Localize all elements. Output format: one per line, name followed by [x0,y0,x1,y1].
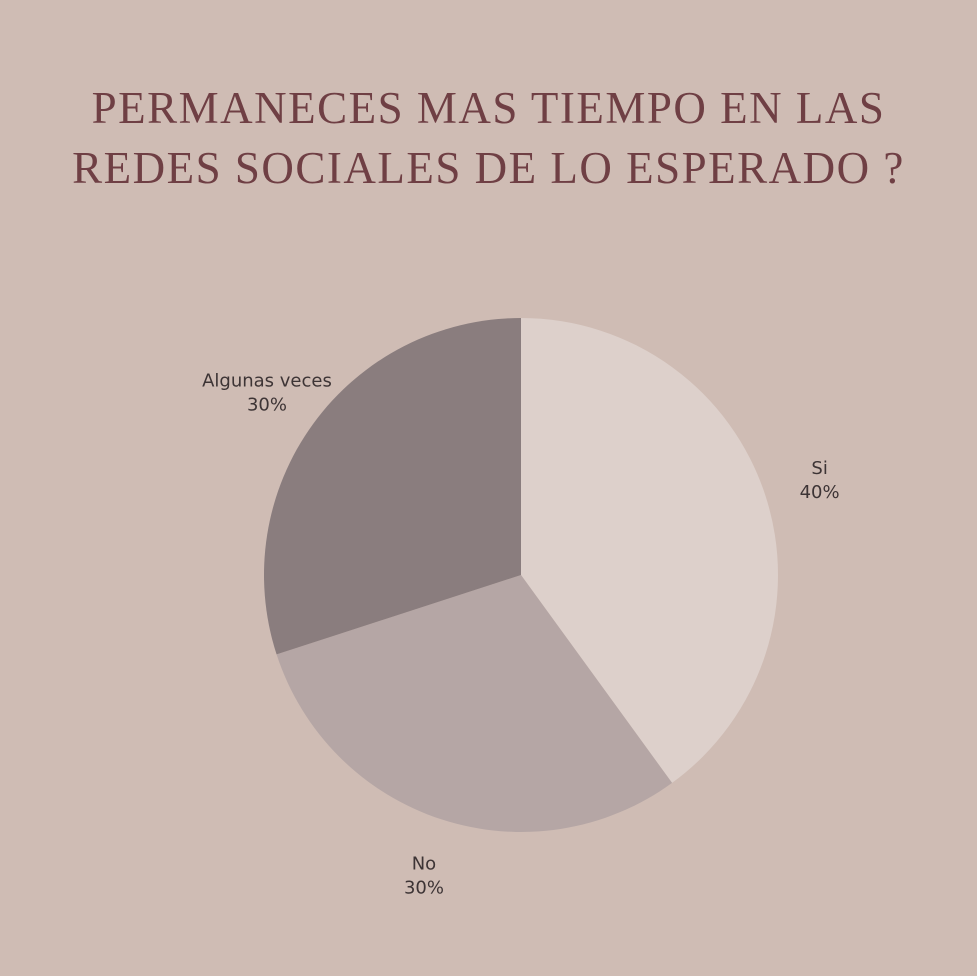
pie-label-name: No [412,854,436,875]
chart-title-line-2: REDES SOCIALES DE LO ESPERADO ? [72,143,905,193]
pie-label-algunas-veces: Algunas veces 30% [202,370,332,415]
pie-label-name: Si [811,458,827,479]
pie-label-value: 40% [800,482,840,503]
pie-label-name: Algunas veces [202,370,332,391]
pie-label-value: 30% [404,878,444,899]
pie-label-value: 30% [247,394,287,415]
pie-label-no: No 30% [404,854,444,899]
chart-title-line-1: PERMANECES MAS TIEMPO EN LAS [91,83,886,133]
pie-slice-algunas-veces [264,318,521,655]
pie-slice-no [276,575,673,832]
pie-slices [264,318,778,832]
pie-slice-si [521,318,778,783]
pie-labels: Si 40% No 30% Algunas veces 30% [202,370,840,898]
pie-label-si: Si 40% [800,458,840,503]
chart-title: PERMANECES MAS TIEMPO EN LAS REDES SOCIA… [0,78,977,198]
